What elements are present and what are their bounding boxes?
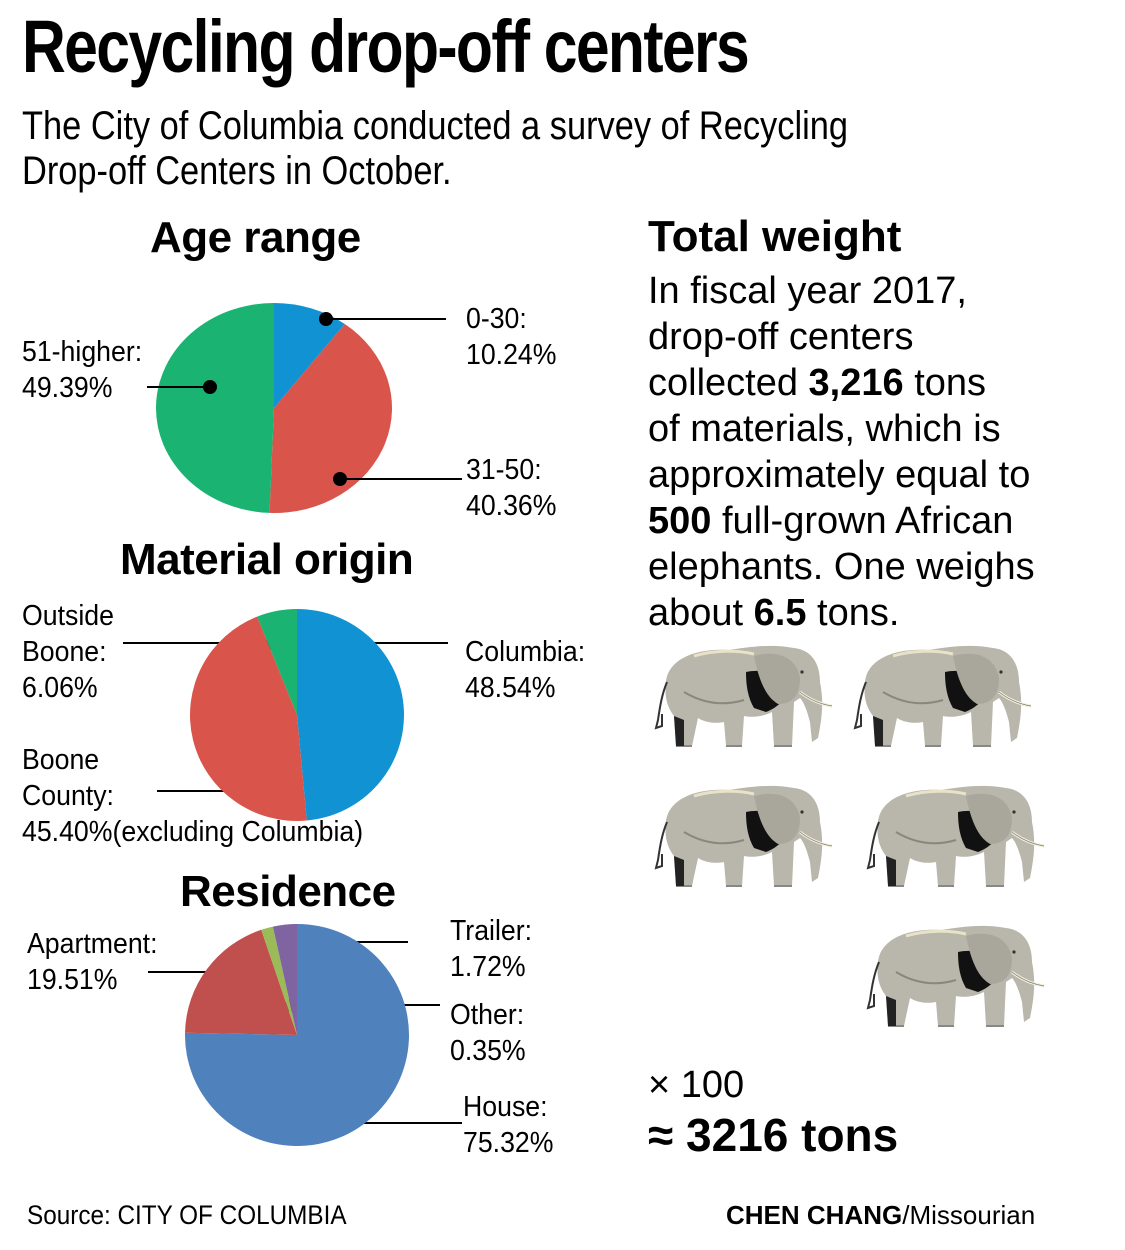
label-name: 31-50: bbox=[466, 454, 542, 486]
subtitle: The City of Columbia conducted a survey … bbox=[22, 104, 848, 194]
text-line: drop-off centers bbox=[648, 316, 914, 358]
label-value: 0.35% bbox=[450, 1035, 526, 1067]
label-name: House: bbox=[463, 1091, 548, 1123]
total-weight-text: In fiscal year 2017, drop-off centers co… bbox=[648, 268, 1118, 636]
label-name: 51-higher: bbox=[22, 336, 143, 368]
material-origin-title: Material origin bbox=[120, 535, 414, 584]
tons-value: 3,216 bbox=[808, 362, 904, 404]
text-span: about bbox=[648, 592, 754, 634]
residence-title: Residence bbox=[180, 867, 396, 916]
text-line: elephants. One weighs bbox=[648, 546, 1035, 588]
multiplier-text: × 100 bbox=[648, 1064, 745, 1106]
label-name: Outside bbox=[22, 600, 114, 632]
label-boone-county: Boone County: 45.40%(excluding Columbia) bbox=[22, 742, 363, 850]
label-value: 45.40%(excluding Columbia) bbox=[22, 816, 364, 848]
age-range-title: Age range bbox=[150, 213, 361, 262]
text-span: full-grown African bbox=[711, 500, 1014, 542]
elephant-icon bbox=[654, 784, 834, 888]
label-name: Apartment: bbox=[27, 928, 158, 960]
pie-slice-51-higher bbox=[155, 303, 274, 513]
label-value: 19.51% bbox=[27, 964, 118, 996]
label-age-31-50: 31-50: 40.36% bbox=[466, 452, 556, 524]
elephant-icon bbox=[866, 924, 1046, 1028]
subtitle-line-2: Drop-off Centers in October. bbox=[22, 149, 452, 193]
label-value: 75.32% bbox=[463, 1127, 554, 1159]
text-line: of materials, which is bbox=[648, 408, 1001, 450]
total-tons-result: ≈ 3216 tons bbox=[648, 1109, 899, 1161]
label-age-0-30: 0-30: 10.24% bbox=[466, 301, 556, 373]
subtitle-line-1: The City of Columbia conducted a survey … bbox=[22, 104, 848, 148]
pie-slice-other bbox=[261, 926, 297, 1035]
elephant-weight-value: 6.5 bbox=[753, 592, 807, 634]
source-credit: Source: CITY OF COLUMBIA bbox=[27, 1200, 347, 1230]
pie-slice-apartment bbox=[185, 929, 297, 1035]
label-value: 10.24% bbox=[466, 339, 557, 371]
label-name: Other: bbox=[450, 999, 525, 1031]
text-line: about 6.5 tons. bbox=[648, 590, 1118, 636]
elephant-count-value: 500 bbox=[648, 500, 712, 542]
label-name: Boone bbox=[22, 744, 100, 776]
label-name: 0-30: bbox=[466, 303, 527, 335]
text-line: approximately equal to bbox=[648, 454, 1031, 496]
total-weight-title: Total weight bbox=[648, 212, 902, 261]
label-apartment: Apartment: 19.51% bbox=[27, 926, 157, 998]
pie-slice-outside-boone bbox=[257, 609, 297, 715]
label-trailer: Trailer: 1.72% bbox=[450, 913, 532, 985]
label-outside-boone: Outside Boone: 6.06% bbox=[22, 598, 114, 706]
page-title: Recycling drop-off centers bbox=[22, 5, 750, 88]
publication-name: /Missourian bbox=[902, 1200, 1036, 1230]
text-line: In fiscal year 2017, bbox=[648, 270, 967, 312]
author-credit: CHEN CHANG/Missourian bbox=[726, 1200, 1035, 1231]
author-name: CHEN CHANG bbox=[726, 1200, 903, 1230]
pie-slice-house bbox=[184, 924, 409, 1146]
label-other: Other: 0.35% bbox=[450, 997, 526, 1069]
label-name-2: County: bbox=[22, 780, 114, 812]
pie-slice-boone-county bbox=[190, 616, 307, 821]
elephant-icon bbox=[654, 644, 834, 748]
elephant-icon bbox=[866, 784, 1046, 888]
pie-slice-31-50 bbox=[269, 323, 392, 513]
label-value: 48.54% bbox=[465, 672, 556, 704]
label-house: House: 75.32% bbox=[463, 1089, 553, 1161]
label-value: 1.72% bbox=[450, 951, 526, 983]
pie-slice-0-30 bbox=[274, 303, 345, 408]
pie-slice-columbia bbox=[297, 609, 404, 821]
residence-pie-chart bbox=[184, 924, 409, 1146]
label-value: 6.06% bbox=[22, 672, 98, 704]
pie-slice-trailer bbox=[272, 924, 297, 1035]
label-value: 40.36% bbox=[466, 490, 557, 522]
text-line: 500 full-grown African bbox=[648, 498, 1118, 544]
label-value: 49.39% bbox=[22, 372, 113, 404]
text-span: tons bbox=[903, 362, 987, 404]
age-range-pie-chart bbox=[155, 303, 392, 513]
text-span: tons. bbox=[806, 592, 900, 634]
text-span: collected bbox=[648, 362, 809, 404]
text-line: collected 3,216 tons bbox=[648, 360, 1118, 406]
elephant-icon bbox=[853, 644, 1033, 748]
label-name: Columbia: bbox=[465, 636, 586, 668]
label-age-51-higher: 51-higher: 49.39% bbox=[22, 334, 142, 406]
label-name-2: Boone: bbox=[22, 636, 107, 668]
material-origin-pie-chart bbox=[190, 609, 404, 821]
label-name: Trailer: bbox=[450, 915, 533, 947]
label-columbia: Columbia: 48.54% bbox=[465, 634, 585, 706]
